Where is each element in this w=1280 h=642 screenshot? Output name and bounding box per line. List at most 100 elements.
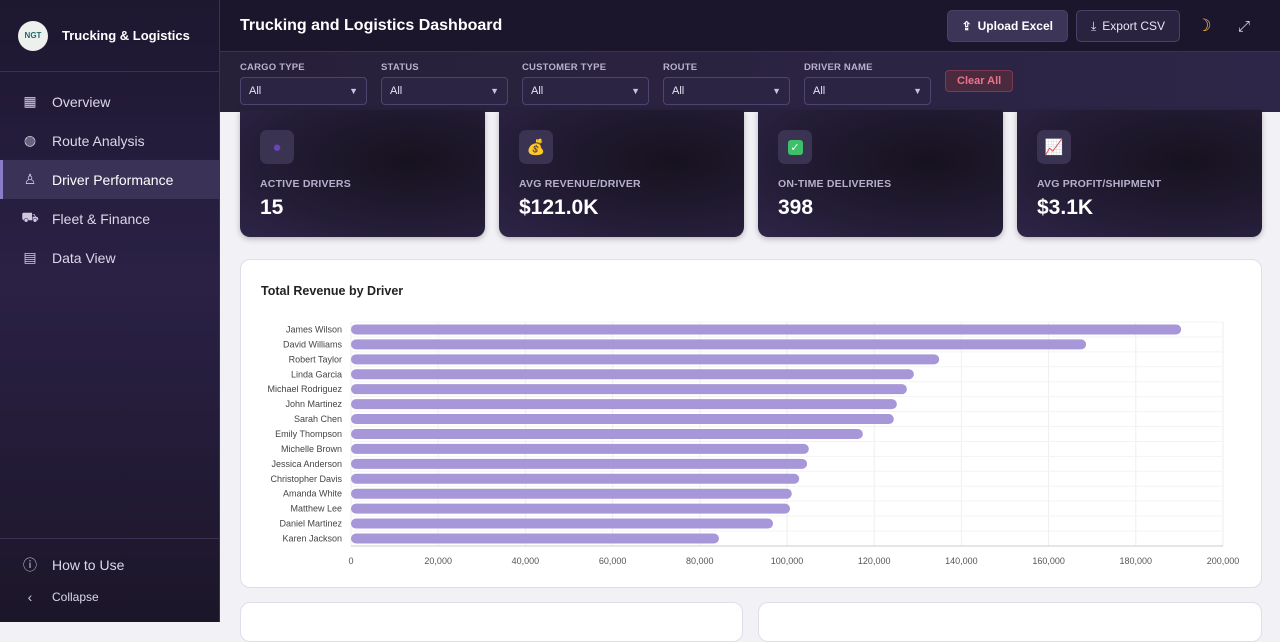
kpi-avg-revenue: 💰 AVG REVENUE/DRIVER $121.0K bbox=[499, 110, 744, 237]
y-tick-label: John Martinez bbox=[285, 399, 342, 409]
x-tick-label: 100,000 bbox=[771, 556, 804, 566]
select-value: All bbox=[531, 85, 544, 97]
y-tick-label: Amanda White bbox=[283, 489, 342, 499]
kpi-label: AVG REVENUE/DRIVER bbox=[519, 178, 641, 190]
kpi-label: ON-TIME DELIVERIES bbox=[778, 178, 892, 190]
y-tick-label: Robert Taylor bbox=[289, 354, 342, 364]
y-tick-label: Emily Thompson bbox=[275, 429, 342, 439]
chart-card-bottom-right bbox=[758, 602, 1262, 642]
filter-customer-type: CUSTOMER TYPE All ▼ bbox=[522, 62, 649, 105]
kpi-value: $3.1K bbox=[1037, 196, 1094, 219]
caret-down-icon: ▼ bbox=[490, 86, 499, 96]
sidebar-item-fleet-finance[interactable]: ⛟ Fleet & Finance bbox=[0, 199, 219, 238]
kpi-value: 15 bbox=[260, 196, 284, 219]
how-to-use-button[interactable]: ⓘ How to Use bbox=[0, 549, 219, 581]
sidebar-item-data-view[interactable]: ▤ Data View bbox=[0, 238, 219, 277]
kpi-on-time: ✓ ON-TIME DELIVERIES 398 bbox=[758, 110, 1003, 237]
kpi-label: AVG PROFIT/SHIPMENT bbox=[1037, 178, 1162, 190]
globe-icon: ◍ bbox=[23, 132, 37, 148]
kpi-label: ACTIVE DRIVERS bbox=[260, 178, 351, 190]
y-tick-label: David Williams bbox=[283, 339, 343, 349]
chart-icon: 📈 bbox=[1037, 130, 1071, 164]
status-select[interactable]: All ▼ bbox=[381, 77, 508, 105]
filter-driver-name: DRIVER NAME All ▼ bbox=[804, 62, 931, 105]
page-title: Trucking and Logistics Dashboard bbox=[240, 16, 503, 34]
filter-label: CARGO TYPE bbox=[240, 62, 305, 73]
sidebar-item-overview[interactable]: ▦ Overview bbox=[0, 82, 219, 121]
bar bbox=[351, 414, 894, 425]
brand: NGT Trucking & Logistics bbox=[0, 0, 219, 72]
x-tick-label: 140,000 bbox=[945, 556, 978, 566]
chevron-left-icon: ‹ bbox=[27, 589, 33, 605]
bar bbox=[351, 369, 914, 380]
x-tick-label: 80,000 bbox=[686, 556, 714, 566]
chart-title: Total Revenue by Driver bbox=[261, 284, 404, 298]
customer-type-select[interactable]: All ▼ bbox=[522, 77, 649, 105]
y-tick-label: Matthew Lee bbox=[290, 504, 342, 514]
y-tick-label: Michael Rodriguez bbox=[267, 384, 342, 394]
driver-name-select[interactable]: All ▼ bbox=[804, 77, 931, 105]
bar bbox=[351, 428, 863, 439]
bar bbox=[351, 488, 792, 499]
y-tick-label: Michelle Brown bbox=[281, 444, 342, 454]
upload-excel-button[interactable]: ⇪ Upload Excel bbox=[946, 10, 1068, 42]
user-icon: ♙ bbox=[23, 171, 37, 187]
cargo-type-select[interactable]: All ▼ bbox=[240, 77, 367, 105]
bar bbox=[351, 518, 774, 529]
y-tick-label: James Wilson bbox=[286, 324, 342, 334]
export-csv-button[interactable]: ⤓ Export CSV bbox=[1075, 10, 1180, 42]
collapse-label: Collapse bbox=[52, 590, 99, 604]
y-tick-label: Daniel Martinez bbox=[279, 519, 342, 529]
sidebar-item-driver-performance[interactable]: ♙ Driver Performance bbox=[0, 160, 219, 199]
y-tick-label: Jessica Anderson bbox=[271, 459, 342, 469]
bar bbox=[351, 503, 791, 514]
user-icon: ● bbox=[260, 130, 294, 164]
help-icon: ⓘ bbox=[23, 557, 37, 573]
caret-down-icon: ▼ bbox=[349, 86, 358, 96]
chart-card-bottom-left bbox=[240, 602, 743, 642]
bar bbox=[351, 473, 800, 484]
y-tick-label: Linda Garcia bbox=[291, 369, 342, 379]
sidebar-item-route-analysis[interactable]: ◍ Route Analysis bbox=[0, 121, 219, 160]
route-select[interactable]: All ▼ bbox=[663, 77, 790, 105]
x-tick-label: 20,000 bbox=[424, 556, 452, 566]
filter-label: ROUTE bbox=[663, 62, 698, 73]
bar bbox=[351, 339, 1087, 350]
filter-status: STATUS All ▼ bbox=[381, 62, 508, 105]
x-tick-label: 120,000 bbox=[858, 556, 891, 566]
truck-icon: ⛟ bbox=[21, 209, 39, 225]
x-tick-label: 60,000 bbox=[599, 556, 627, 566]
x-tick-label: 200,000 bbox=[1207, 556, 1240, 566]
collapse-button[interactable]: ‹ Collapse bbox=[0, 581, 219, 613]
clear-all-button[interactable]: Clear All bbox=[945, 70, 1014, 92]
sidebar: NGT Trucking & Logistics ▦ Overview ◍ Rout… bbox=[0, 0, 220, 622]
bar bbox=[351, 324, 1182, 335]
select-value: All bbox=[813, 85, 826, 97]
logo: NGT bbox=[18, 20, 48, 51]
sidebar-item-label: Fleet & Finance bbox=[52, 210, 151, 227]
check-icon: ✓ bbox=[778, 130, 812, 164]
filter-route: ROUTE All ▼ bbox=[663, 62, 790, 105]
export-label: Export CSV bbox=[1102, 19, 1165, 33]
brand-name: Trucking & Logistics bbox=[62, 28, 190, 43]
x-tick-label: 40,000 bbox=[512, 556, 540, 566]
filter-bar: CARGO TYPE All ▼ STATUS All ▼ CUSTOMER TYPE A… bbox=[220, 52, 1280, 112]
bar bbox=[351, 354, 940, 365]
caret-down-icon: ▼ bbox=[913, 86, 922, 96]
download-icon: ⤓ bbox=[1090, 18, 1097, 33]
bar bbox=[351, 443, 809, 454]
sidebar-item-label: Data View bbox=[52, 249, 116, 266]
y-tick-label: Karen Jackson bbox=[282, 533, 342, 543]
how-to-label: How to Use bbox=[52, 557, 125, 573]
bar bbox=[351, 384, 907, 395]
kpi-value: $121.0K bbox=[519, 196, 599, 219]
kpi-avg-profit: 📈 AVG PROFIT/SHIPMENT $3.1K bbox=[1017, 110, 1262, 237]
sidebar-item-label: Overview bbox=[52, 93, 111, 110]
filter-label: DRIVER NAME bbox=[804, 62, 873, 73]
kpi-value: 398 bbox=[778, 196, 814, 219]
y-tick-label: Sarah Chen bbox=[294, 414, 342, 424]
moon-icon[interactable]: ☽ bbox=[1196, 16, 1212, 35]
bar bbox=[351, 533, 719, 544]
expand-icon[interactable]: ⤢ bbox=[1237, 17, 1250, 35]
upload-icon: ⇪ bbox=[961, 19, 972, 33]
